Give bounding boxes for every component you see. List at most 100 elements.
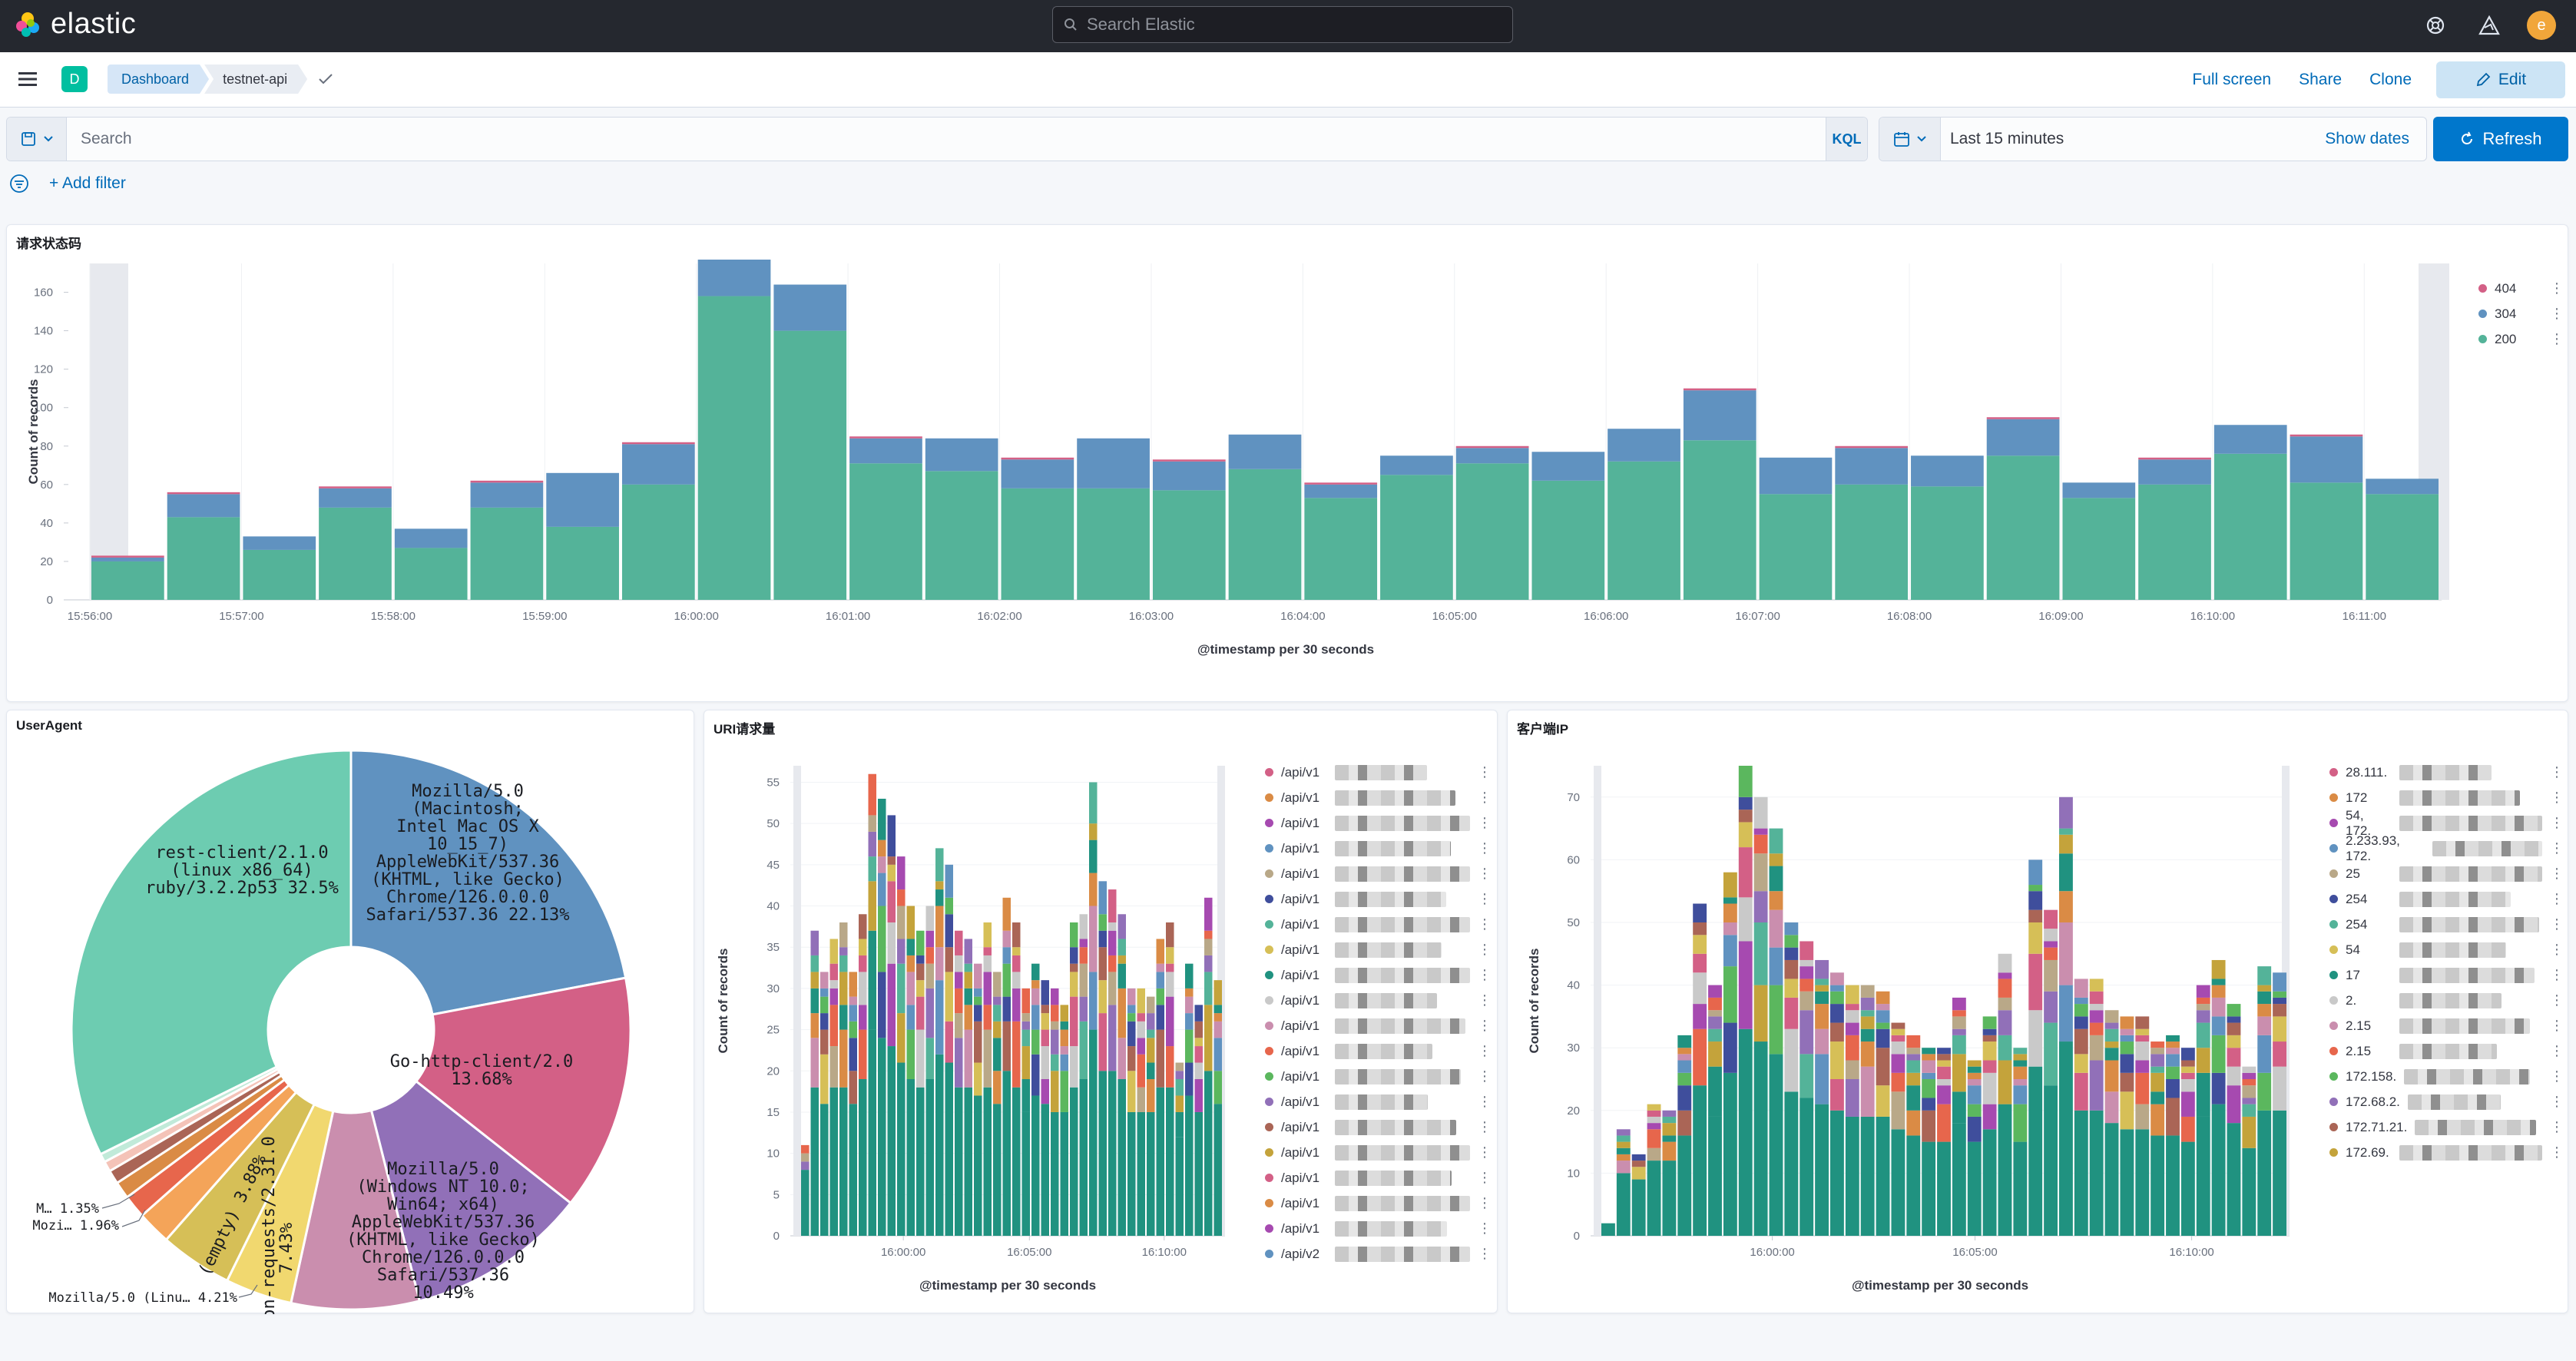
- more-icon[interactable]: ⋮: [1478, 866, 1492, 881]
- more-icon[interactable]: ⋮: [2550, 942, 2564, 957]
- space-badge[interactable]: D: [61, 66, 88, 92]
- more-icon[interactable]: ⋮: [2550, 866, 2564, 881]
- legend-item[interactable]: 254 ⋮: [2329, 912, 2564, 937]
- legend-item[interactable]: /api/v1 ⋮: [1265, 912, 1492, 937]
- more-icon[interactable]: ⋮: [2550, 790, 2564, 805]
- more-icon[interactable]: ⋮: [2550, 280, 2564, 296]
- more-icon[interactable]: ⋮: [2550, 1094, 2564, 1109]
- newsfeed-icon[interactable]: [2473, 9, 2505, 41]
- legend-item[interactable]: 28.111. ⋮: [2329, 760, 2564, 785]
- more-icon[interactable]: ⋮: [2550, 306, 2564, 321]
- more-icon[interactable]: ⋮: [1478, 764, 1492, 780]
- legend-item[interactable]: 172.68.2. ⋮: [2329, 1089, 2564, 1114]
- user-avatar[interactable]: e: [2527, 11, 2556, 40]
- more-icon[interactable]: ⋮: [1478, 891, 1492, 906]
- legend-item[interactable]: /api/v1 ⋮: [1265, 1216, 1492, 1241]
- more-icon[interactable]: ⋮: [2550, 992, 2564, 1008]
- legend-item[interactable]: /api/v1 ⋮: [1265, 1190, 1492, 1216]
- legend-item[interactable]: /api/v1 ⋮: [1265, 988, 1492, 1013]
- menu-toggle-icon[interactable]: [17, 69, 38, 93]
- legend-item[interactable]: /api/v1 ⋮: [1265, 886, 1492, 912]
- legend-item[interactable]: 2.15 ⋮: [2329, 1038, 2564, 1064]
- legend-item[interactable]: 172 ⋮: [2329, 785, 2564, 810]
- clone-button[interactable]: Clone: [2369, 71, 2412, 88]
- more-icon[interactable]: ⋮: [1478, 1144, 1492, 1160]
- more-icon[interactable]: ⋮: [2550, 967, 2564, 982]
- more-icon[interactable]: ⋮: [2550, 331, 2564, 346]
- global-search-input[interactable]: Search Elastic: [1052, 6, 1513, 43]
- legend-item[interactable]: 2.233.93, 172. ⋮: [2329, 833, 2564, 863]
- more-icon[interactable]: ⋮: [1478, 1246, 1492, 1261]
- legend-item[interactable]: /api/v1 ⋮: [1265, 1013, 1492, 1038]
- legend-item[interactable]: /api/v1 ⋮: [1265, 760, 1492, 785]
- more-icon[interactable]: ⋮: [1478, 840, 1492, 856]
- more-icon[interactable]: ⋮: [2550, 815, 2564, 830]
- client-ip-chart[interactable]: 0 10 20 30 40 50 60 70 16:00:00 16:05:00 16:10:00 C…: [1508, 710, 2306, 1314]
- useragent-pie-chart[interactable]: Mozilla/5.0 (Macintosh; Intel Mac OS X 10_1…: [7, 710, 695, 1314]
- more-icon[interactable]: ⋮: [1478, 1068, 1492, 1084]
- legend-item[interactable]: 200 ⋮: [2478, 326, 2564, 352]
- help-icon[interactable]: [2419, 9, 2452, 41]
- uri-chart[interactable]: 0 5 10 15 20 25 30 35 40 45 50 55 16:00:00 16:05:00 16…: [704, 710, 1242, 1314]
- more-icon[interactable]: ⋮: [1478, 1195, 1492, 1210]
- more-icon[interactable]: ⋮: [1478, 992, 1492, 1008]
- legend-item[interactable]: /api/v1 ⋮: [1265, 810, 1492, 836]
- legend-item[interactable]: 404 ⋮: [2478, 276, 2564, 301]
- show-dates-button[interactable]: Show dates: [2325, 130, 2409, 147]
- more-icon[interactable]: ⋮: [2550, 840, 2564, 856]
- more-icon[interactable]: ⋮: [1478, 1043, 1492, 1058]
- legend-item[interactable]: /api/v1 ⋮: [1265, 1140, 1492, 1165]
- legend-item[interactable]: 172.69. ⋮: [2329, 1140, 2564, 1165]
- more-icon[interactable]: ⋮: [1478, 815, 1492, 830]
- kql-toggle[interactable]: KQL: [1826, 118, 1867, 161]
- more-icon[interactable]: ⋮: [2550, 1043, 2564, 1058]
- breadcrumb-dashboard[interactable]: Dashboard: [108, 65, 209, 94]
- status-code-chart[interactable]: 0 20 40 60 80 100 120 140 160 15:56:00 15:57:00 15:…: [7, 225, 2569, 703]
- legend-item[interactable]: 2. ⋮: [2329, 988, 2564, 1013]
- legend-item[interactable]: /api/v1 ⋮: [1265, 861, 1492, 886]
- legend-item[interactable]: 172.158. ⋮: [2329, 1064, 2564, 1089]
- more-icon[interactable]: ⋮: [1478, 1220, 1492, 1236]
- elastic-logo[interactable]: elastic: [14, 8, 136, 41]
- add-filter-button[interactable]: + Add filter: [49, 174, 126, 192]
- legend-item[interactable]: 172.71.21. ⋮: [2329, 1114, 2564, 1140]
- legend-item[interactable]: 2.15 ⋮: [2329, 1013, 2564, 1038]
- legend-item[interactable]: /api/v1 ⋮: [1265, 1114, 1492, 1140]
- more-icon[interactable]: ⋮: [2550, 1144, 2564, 1160]
- refresh-button[interactable]: Refresh: [2433, 117, 2568, 161]
- legend-item[interactable]: 254 ⋮: [2329, 886, 2564, 912]
- legend-item[interactable]: /api/v1 ⋮: [1265, 785, 1492, 810]
- legend-item[interactable]: /api/v1 ⋮: [1265, 1089, 1492, 1114]
- legend-item[interactable]: 54 ⋮: [2329, 937, 2564, 962]
- more-icon[interactable]: ⋮: [1478, 790, 1492, 805]
- time-range-text[interactable]: Last 15 minutes: [1950, 130, 2064, 147]
- more-icon[interactable]: ⋮: [2550, 1119, 2564, 1134]
- more-icon[interactable]: ⋮: [1478, 942, 1492, 957]
- query-input[interactable]: Search: [81, 130, 132, 147]
- more-icon[interactable]: ⋮: [1478, 1170, 1492, 1185]
- legend-item[interactable]: /api/v1 ⋮: [1265, 937, 1492, 962]
- fullscreen-button[interactable]: Full screen: [2192, 71, 2272, 88]
- legend-item[interactable]: /api/v1 ⋮: [1265, 962, 1492, 988]
- more-icon[interactable]: ⋮: [1478, 916, 1492, 932]
- legend-item[interactable]: /api/v1 ⋮: [1265, 1064, 1492, 1089]
- legend-item[interactable]: /api/v2 ⋮: [1265, 1241, 1492, 1267]
- legend-item[interactable]: 54, 172. ⋮: [2329, 808, 2564, 838]
- share-button[interactable]: Share: [2299, 71, 2343, 88]
- more-icon[interactable]: ⋮: [1478, 1119, 1492, 1134]
- more-icon[interactable]: ⋮: [2550, 764, 2564, 780]
- more-icon[interactable]: ⋮: [1478, 1018, 1492, 1033]
- saved-query-menu[interactable]: [7, 118, 67, 161]
- edit-button[interactable]: Edit: [2436, 61, 2565, 98]
- legend-item[interactable]: 25 ⋮: [2329, 861, 2564, 886]
- more-icon[interactable]: ⋮: [1478, 1094, 1492, 1109]
- legend-item[interactable]: 304 ⋮: [2478, 301, 2564, 326]
- legend-item[interactable]: /api/v1 ⋮: [1265, 1038, 1492, 1064]
- more-icon[interactable]: ⋮: [2550, 1068, 2564, 1084]
- legend-item[interactable]: /api/v1 ⋮: [1265, 836, 1492, 861]
- more-icon[interactable]: ⋮: [2550, 916, 2564, 932]
- legend-item[interactable]: 17 ⋮: [2329, 962, 2564, 988]
- more-icon[interactable]: ⋮: [1478, 967, 1492, 982]
- filter-options-icon[interactable]: [9, 174, 29, 194]
- legend-item[interactable]: /api/v1 ⋮: [1265, 1165, 1492, 1190]
